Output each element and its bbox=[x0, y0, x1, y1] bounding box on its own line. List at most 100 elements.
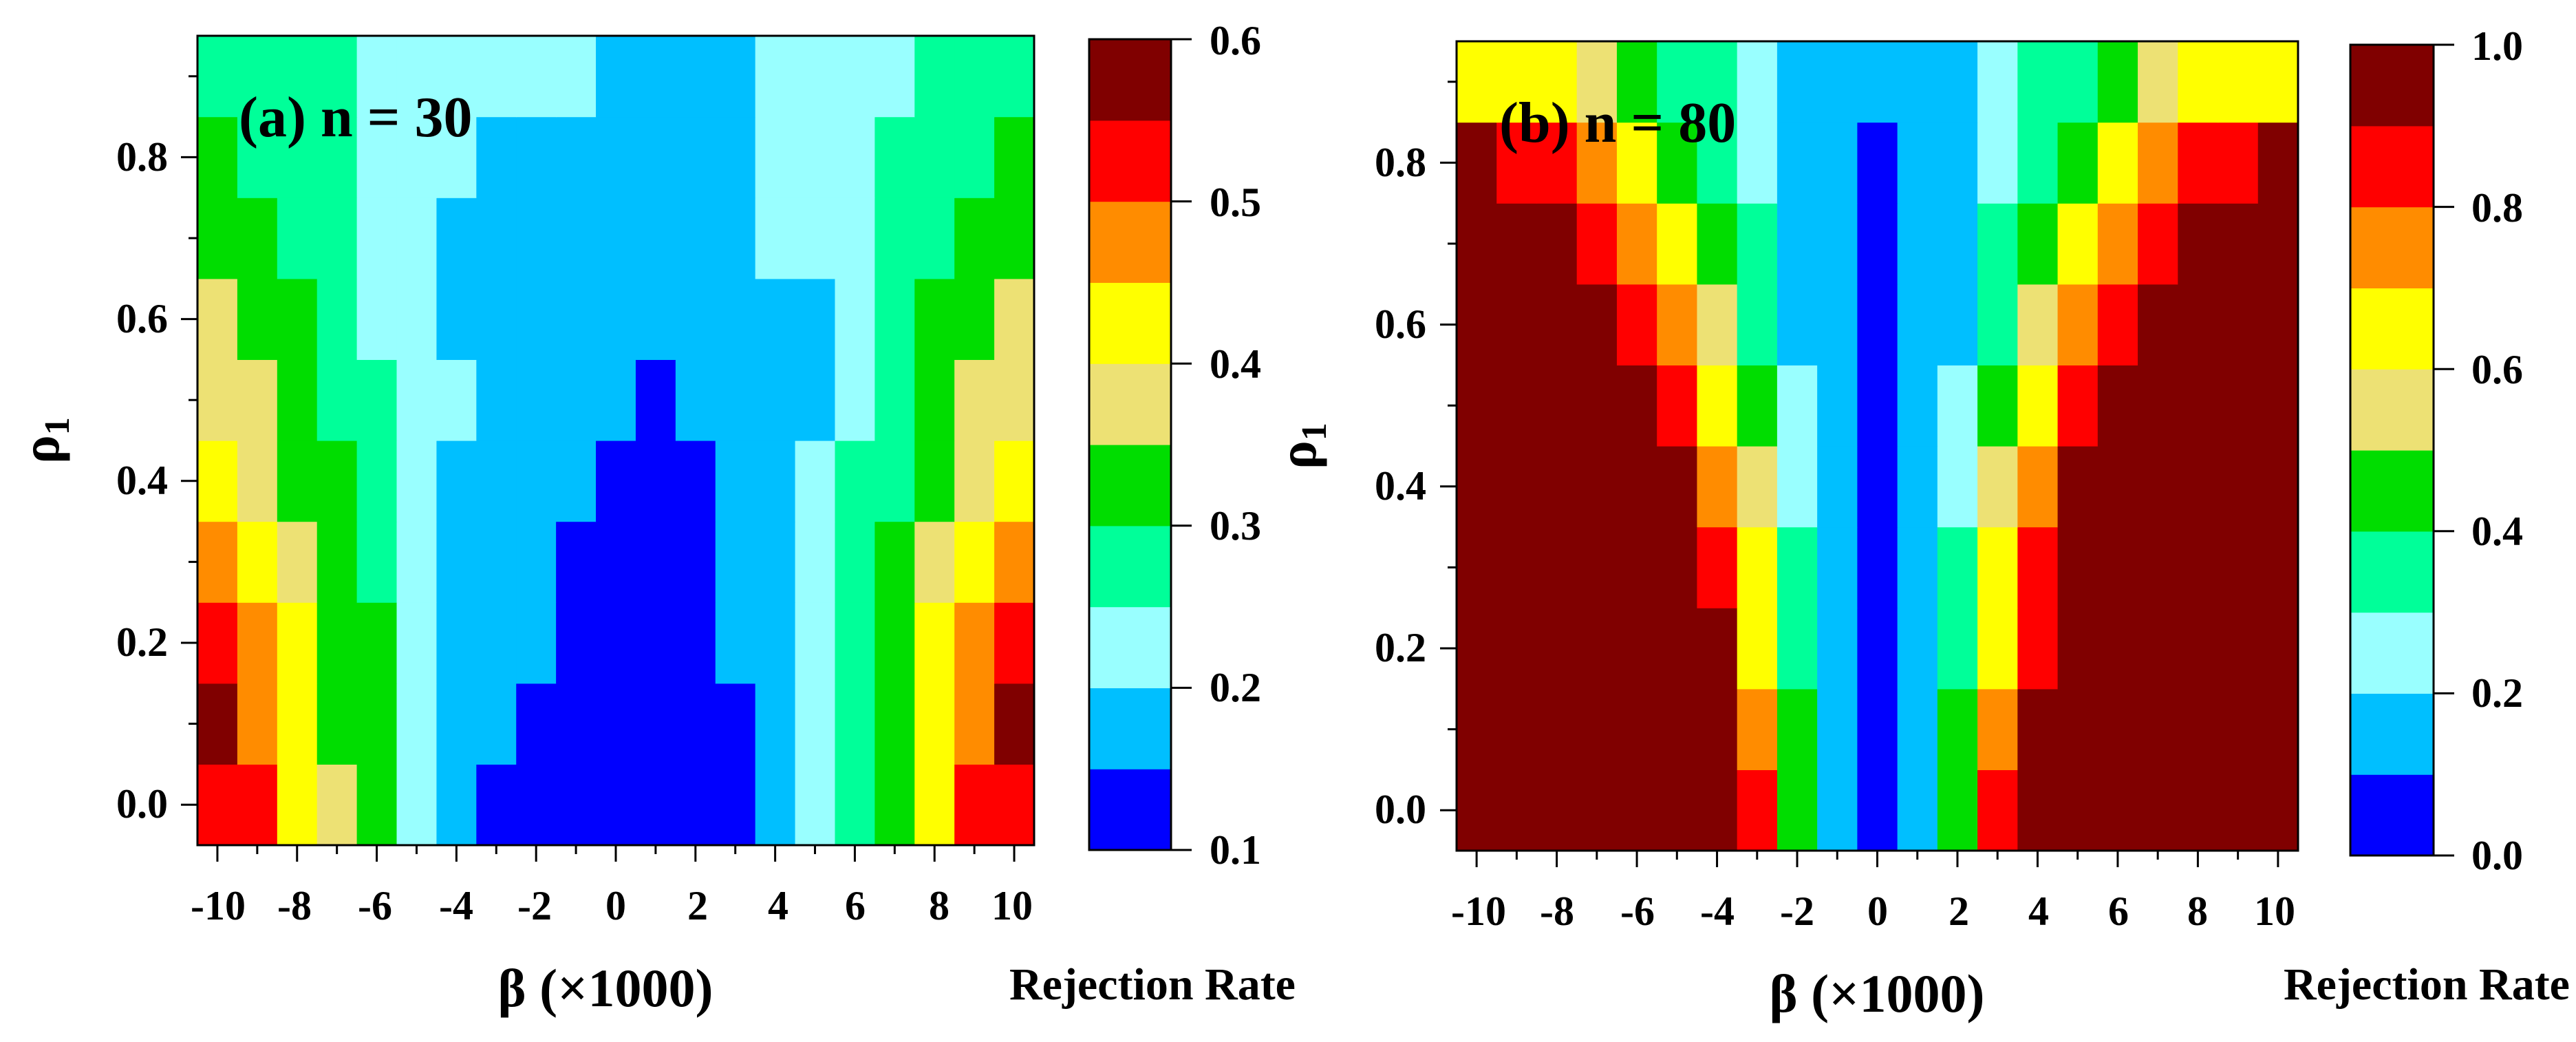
heatmap-cell bbox=[795, 198, 836, 279]
heatmap-b-cells bbox=[1457, 41, 2299, 851]
heatmap-cell bbox=[2218, 769, 2259, 851]
x-tick-label: 8 bbox=[929, 883, 949, 928]
heatmap-cell bbox=[237, 198, 278, 279]
heatmap-cell bbox=[2218, 446, 2259, 528]
colorbar-title: Rejection Rate bbox=[1009, 959, 1296, 1010]
heatmap-cell bbox=[1857, 284, 1898, 365]
heatmap-cell bbox=[2178, 446, 2219, 528]
y-tick-label: 0.8 bbox=[116, 134, 168, 180]
colorbar-band bbox=[2350, 531, 2434, 613]
heatmap-cell bbox=[556, 602, 597, 684]
heatmap-cell bbox=[2178, 284, 2219, 365]
heatmap-cell bbox=[1817, 203, 1858, 285]
heatmap-cell bbox=[2257, 41, 2299, 123]
heatmap-cell bbox=[1697, 203, 1738, 285]
heatmap-cell bbox=[1817, 769, 1858, 851]
y-tick-label: 0.4 bbox=[1375, 463, 1426, 509]
heatmap-cell bbox=[356, 683, 398, 765]
heatmap-cell bbox=[954, 36, 995, 118]
heatmap-cell bbox=[2257, 446, 2299, 528]
heatmap-cell bbox=[1576, 41, 1618, 123]
heatmap-cell bbox=[436, 521, 477, 603]
heatmap-cell bbox=[1616, 688, 1657, 770]
heatmap-cell bbox=[755, 198, 796, 279]
panel-title: (a) n = 30 bbox=[239, 85, 473, 149]
colorbar-band bbox=[2350, 206, 2434, 288]
heatmap-cell bbox=[1536, 527, 1578, 608]
heatmap-cell bbox=[2218, 203, 2259, 285]
heatmap-cell bbox=[635, 683, 676, 765]
heatmap-cell bbox=[954, 198, 995, 279]
heatmap-cell bbox=[874, 683, 915, 765]
heatmap-cell bbox=[2017, 41, 2059, 123]
heatmap-cell bbox=[835, 278, 875, 360]
heatmap-cell bbox=[1536, 203, 1578, 285]
x-tick-label: 10 bbox=[991, 883, 1033, 928]
heatmap-cell bbox=[1737, 446, 1778, 528]
x-tick-label: -6 bbox=[358, 883, 392, 928]
heatmap-cell bbox=[874, 521, 915, 603]
heatmap-cell bbox=[2178, 365, 2219, 447]
heatmap-cell bbox=[197, 602, 238, 684]
heatmap-cell bbox=[1496, 365, 1538, 447]
heatmap-cell bbox=[2057, 608, 2099, 690]
heatmap-cell bbox=[436, 359, 477, 441]
colorbar-band bbox=[1089, 606, 1171, 688]
heatmap-cell bbox=[2057, 122, 2099, 204]
heatmap-cell bbox=[1576, 284, 1618, 365]
heatmap-cell bbox=[2017, 284, 2059, 365]
heatmap-cell bbox=[476, 116, 517, 198]
heatmap-cell bbox=[237, 36, 278, 118]
heatmap-cell bbox=[675, 683, 716, 765]
heatmap-cell bbox=[1777, 446, 1818, 528]
heatmap-cell bbox=[1536, 365, 1578, 447]
colorbar-band bbox=[1089, 120, 1171, 202]
heatmap-cell bbox=[277, 521, 318, 603]
heatmap-cell bbox=[1937, 365, 1978, 447]
heatmap-cell bbox=[2257, 769, 2299, 851]
heatmap-cell bbox=[635, 764, 676, 846]
heatmap-cell bbox=[1457, 41, 1497, 123]
colorbar-band bbox=[2350, 45, 2434, 127]
heatmap-cell bbox=[1977, 284, 2018, 365]
heatmap-cell bbox=[436, 764, 477, 846]
x-axis-label: β (×1000) bbox=[1770, 964, 1985, 1023]
heatmap-cell bbox=[2257, 365, 2299, 447]
heatmap-cell bbox=[476, 440, 517, 522]
heatmap-cell bbox=[396, 198, 438, 279]
colorbar-band bbox=[2350, 369, 2434, 451]
heatmap-cell bbox=[277, 36, 318, 118]
colorbar-a-ticks bbox=[1171, 38, 1192, 851]
heatmap-cell bbox=[1897, 688, 1938, 770]
heatmap-cell bbox=[556, 116, 597, 198]
heatmap-cell bbox=[1536, 41, 1578, 123]
heatmap-cell bbox=[835, 116, 875, 198]
heatmap-cell bbox=[396, 521, 438, 603]
heatmap-cell bbox=[516, 278, 557, 360]
heatmap-cell bbox=[2178, 688, 2219, 770]
heatmap-cell bbox=[1857, 446, 1898, 528]
heatmap-cell bbox=[1536, 284, 1578, 365]
heatmap-cell bbox=[2178, 122, 2219, 204]
heatmap-cell bbox=[436, 683, 477, 765]
y-axis-label: ρ1 bbox=[10, 417, 77, 464]
heatmap-cell bbox=[2218, 41, 2259, 123]
heatmap-cell bbox=[715, 359, 756, 441]
colorbar-tick-label: 1.0 bbox=[2471, 23, 2523, 69]
heatmap-cell bbox=[2138, 769, 2178, 851]
colorbar-tick-label: 0.0 bbox=[2471, 833, 2523, 878]
heatmap-cell bbox=[1496, 608, 1538, 690]
y-axis-label: ρ1 bbox=[1267, 423, 1334, 469]
heatmap-cell bbox=[1897, 527, 1938, 608]
heatmap-cell bbox=[2218, 688, 2259, 770]
heatmap-cell bbox=[2017, 203, 2059, 285]
heatmap-cell bbox=[476, 198, 517, 279]
heatmap-cell bbox=[237, 521, 278, 603]
heatmap-cell bbox=[2178, 608, 2219, 690]
colorbar-band bbox=[1089, 769, 1171, 851]
heatmap-cell bbox=[1977, 122, 2018, 204]
heatmap-cell bbox=[396, 359, 438, 441]
heatmap-cell bbox=[277, 764, 318, 846]
heatmap-cell bbox=[874, 198, 915, 279]
heatmap-cell bbox=[835, 36, 875, 118]
